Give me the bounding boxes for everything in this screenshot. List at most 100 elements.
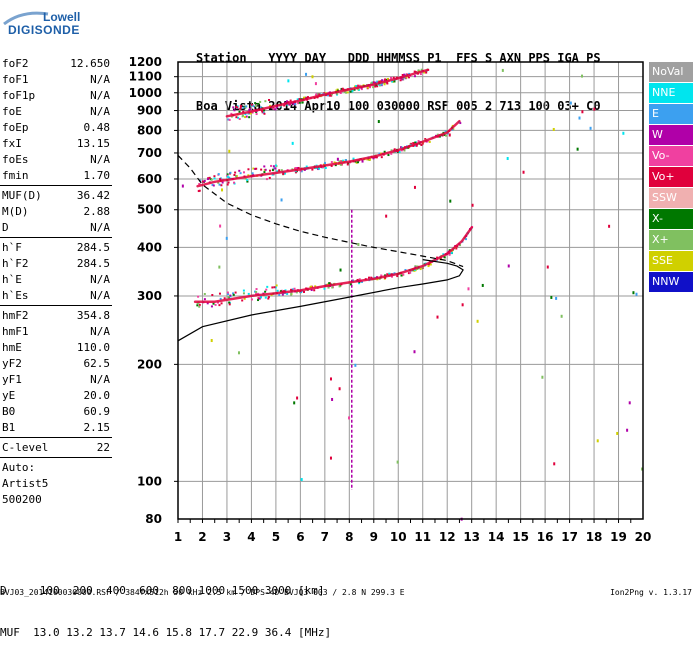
param-name: hmE xyxy=(2,341,22,354)
param-name: fmin xyxy=(2,169,29,182)
echo-dot xyxy=(388,272,391,275)
echo-dot xyxy=(384,78,387,81)
echo-dot xyxy=(444,130,447,133)
noise-dot xyxy=(506,156,509,160)
param-name: yF1 xyxy=(2,373,22,386)
y-tick-label: 800 xyxy=(137,123,162,137)
noise-dot xyxy=(413,185,416,189)
param-name: yE xyxy=(2,389,16,402)
echo-dot xyxy=(323,287,326,290)
echo-dot xyxy=(310,285,313,288)
noise-dot xyxy=(522,170,525,174)
x-tick-label: 8 xyxy=(345,530,353,544)
param-value: 22 xyxy=(96,441,110,454)
echo-dot xyxy=(404,268,407,271)
param-name: foF1 xyxy=(2,73,29,86)
echo-dot xyxy=(218,304,221,307)
echo-dot xyxy=(390,76,393,79)
param-row: C-level 22 xyxy=(0,440,112,456)
echo-dot xyxy=(436,133,439,136)
echo-dot xyxy=(211,183,214,186)
echo-dot xyxy=(357,84,360,87)
noise-dot xyxy=(471,203,474,207)
param-name: MUF(D) xyxy=(2,189,42,202)
y-tick-label: 200 xyxy=(137,357,162,371)
param-value: 2.88 xyxy=(83,205,111,218)
echo-dot xyxy=(303,96,306,99)
echo-dot xyxy=(255,113,258,116)
noise-dot xyxy=(311,75,314,79)
echo-dot xyxy=(299,169,302,172)
echo-dot xyxy=(390,152,393,155)
echo-dot xyxy=(270,164,273,167)
echo-dot xyxy=(275,106,278,109)
echo-dot xyxy=(229,171,232,174)
echo-dot xyxy=(338,285,341,288)
noise-dot xyxy=(626,428,629,432)
noise-dot xyxy=(578,116,581,120)
echo-dot xyxy=(368,276,371,279)
echo-dot xyxy=(257,299,260,302)
param-row: yE 20.0 xyxy=(0,388,112,404)
chart-axes: 1 2 3 4 5 6 7 8 9 10 11 12 13 14 15 16 17 18 19 20801002003… xyxy=(129,55,652,544)
echo-dot xyxy=(419,268,422,271)
echo-dot xyxy=(360,88,363,91)
echo-dot xyxy=(226,173,229,176)
param-value: 13.15 xyxy=(76,137,110,150)
version-label: Ion2Png v. 1.3.17 xyxy=(610,588,692,597)
echo-dot xyxy=(217,173,220,176)
param-value: N/A xyxy=(90,153,110,166)
echo-dot xyxy=(293,287,296,290)
logo-swoosh-icon xyxy=(3,11,49,26)
x-tick-label: 9 xyxy=(370,530,378,544)
echo-dot xyxy=(196,304,199,307)
echo-dot xyxy=(226,291,229,294)
noise-dot xyxy=(541,375,544,379)
noise-dot xyxy=(593,107,596,111)
echo-dot xyxy=(268,169,271,172)
param-name: foF1p xyxy=(2,89,36,102)
echo-dot xyxy=(234,171,237,174)
y-tick-label: 1200 xyxy=(129,55,162,69)
param-row: h`F 284.5 xyxy=(0,240,112,256)
electron-density-profile xyxy=(177,259,464,342)
echo-dot xyxy=(221,181,224,184)
param-row: B1 2.15 xyxy=(0,420,112,436)
echo-dot xyxy=(218,292,221,295)
echo-dot xyxy=(373,81,376,84)
echo-dot xyxy=(405,76,408,79)
echo-dot xyxy=(264,100,267,103)
logo-line1: Lowell xyxy=(43,10,81,24)
echo-dot xyxy=(311,168,314,171)
echo-dot xyxy=(238,169,241,172)
noise-dot xyxy=(616,431,619,435)
echo-dot xyxy=(282,172,285,175)
echo-dot xyxy=(263,112,266,115)
x-tick-label: 11 xyxy=(414,530,431,544)
echo-dot xyxy=(276,170,279,173)
noise-dot xyxy=(329,377,332,381)
legend-item: W xyxy=(649,125,693,145)
echo-dot xyxy=(260,106,263,109)
echo-dot xyxy=(247,112,250,115)
echo-dot xyxy=(244,116,247,119)
param-value: N/A xyxy=(90,89,110,102)
param-row: hmF1 N/A xyxy=(0,324,112,340)
echo-dot xyxy=(328,282,331,285)
echo-dot xyxy=(258,297,261,300)
legend-item: NNE xyxy=(649,83,693,103)
noise-dot xyxy=(221,188,224,192)
echo-dot xyxy=(386,81,389,84)
param-value: 284.5 xyxy=(76,257,110,270)
noise-dot xyxy=(632,291,635,295)
noise-dot xyxy=(448,133,451,137)
echo-dot xyxy=(242,292,245,295)
noise-dot xyxy=(290,292,293,296)
echo-dot xyxy=(267,296,270,299)
echo-dot xyxy=(358,282,361,285)
noise-dot xyxy=(581,110,584,114)
echo-dot xyxy=(217,301,220,304)
param-separator xyxy=(0,237,112,238)
echo-dot xyxy=(271,173,274,176)
echo-dot xyxy=(271,286,274,289)
